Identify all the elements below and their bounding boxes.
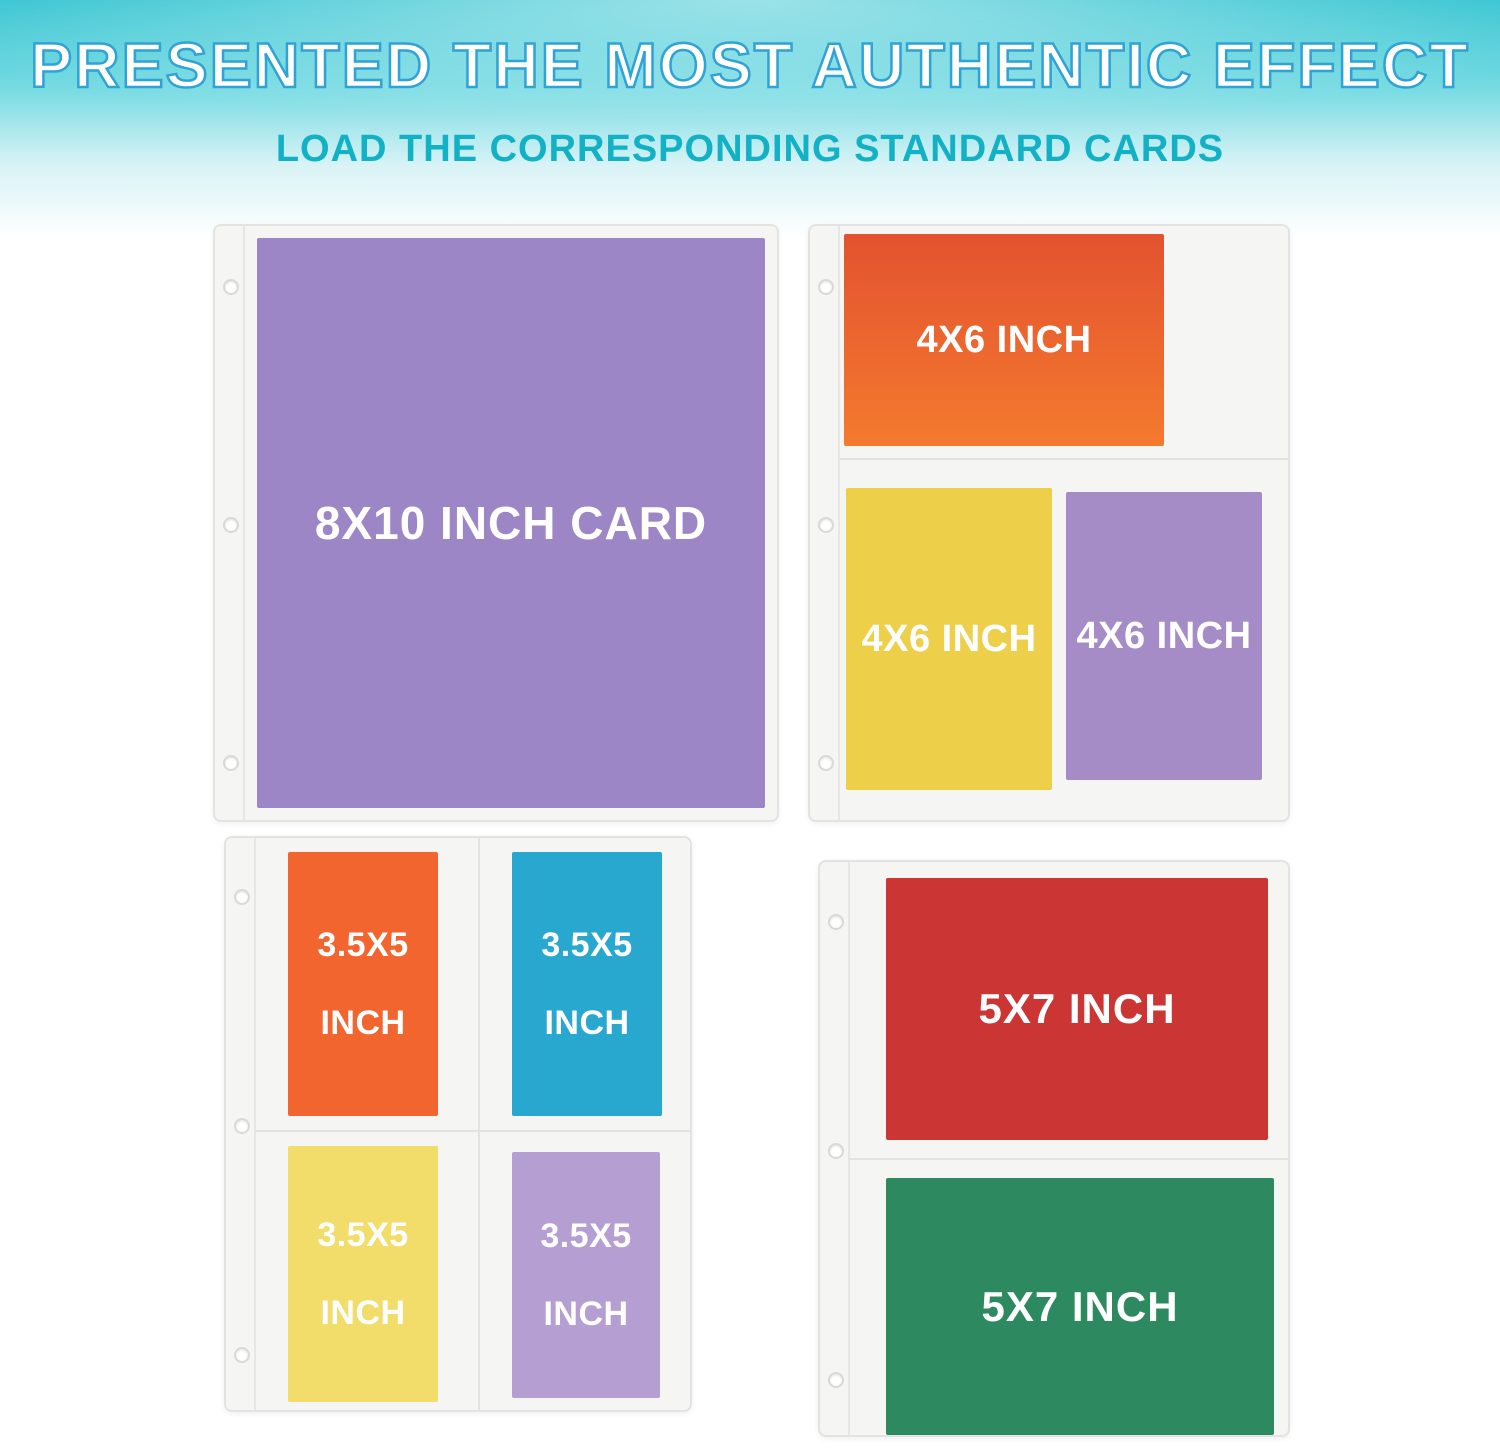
card-4x6-label: 4X6 INCH [861, 617, 1037, 660]
card-4x6-portrait-right: 4X6 INCH [1066, 492, 1262, 780]
card-8x10-label: 8X10 INCH CARD [314, 497, 708, 549]
pocket-seam [478, 838, 480, 1410]
binder-hole [818, 279, 834, 296]
pocket-seam [840, 458, 1288, 460]
binder-hole [234, 889, 250, 906]
card-3-5x5: 3.5X5 INCH [512, 1152, 660, 1398]
binder-spine [820, 862, 850, 1435]
binder-hole [223, 279, 239, 296]
binder-hole [818, 517, 834, 534]
sleeve-page-5x7: 5X7 INCH 5X7 INCH [818, 860, 1290, 1437]
card-5x7-label: 5X7 INCH [981, 1282, 1179, 1330]
binder-hole [828, 913, 844, 930]
binder-hole [234, 1118, 250, 1135]
card-5x7-bottom: 5X7 INCH [886, 1178, 1274, 1435]
sleeve-page-3-5x5: 3.5X5 INCH 3.5X5 INCH 3.5X5 INCH 3.5X5 I… [224, 836, 692, 1412]
card-3-5x5: 3.5X5 INCH [288, 1146, 438, 1402]
card-5x7-top: 5X7 INCH [886, 878, 1268, 1140]
sleeve-page-4x6: 4X6 INCH 4X6 INCH 4X6 INCH [808, 224, 1290, 822]
card-3-5x5-label: 3.5X5 INCH [541, 925, 633, 1042]
pocket-seam [256, 1130, 690, 1132]
pocket-seam [850, 1158, 1288, 1160]
card-8x10: 8X10 INCH CARD [257, 238, 765, 808]
sleeve-page-8x10: 8X10 INCH CARD [213, 224, 779, 822]
card-4x6-landscape: 4X6 INCH [844, 234, 1164, 446]
page-title: PRESENTED THE MOST AUTHENTIC EFFECT [29, 30, 1470, 103]
binder-spine [226, 838, 256, 1410]
card-4x6-label: 4X6 INCH [916, 318, 1092, 361]
binder-spine [810, 226, 840, 820]
card-3-5x5-label: 3.5X5 INCH [540, 1216, 632, 1333]
card-3-5x5-label: 3.5X5 INCH [317, 925, 409, 1042]
binder-hole [828, 1371, 844, 1388]
binder-hole [234, 1347, 250, 1364]
card-4x6-portrait-left: 4X6 INCH [846, 488, 1052, 790]
card-4x6-label: 4X6 INCH [1076, 614, 1252, 657]
binder-spine [215, 226, 245, 820]
page-subtitle: LOAD THE CORRESPONDING STANDARD CARDS [275, 128, 1225, 170]
binder-hole [223, 517, 239, 534]
card-5x7-label: 5X7 INCH [978, 985, 1176, 1032]
binder-hole [223, 754, 239, 771]
binder-hole [818, 754, 834, 771]
card-3-5x5-label: 3.5X5 INCH [317, 1215, 409, 1332]
card-3-5x5: 3.5X5 INCH [512, 852, 662, 1116]
binder-hole [828, 1142, 844, 1159]
card-3-5x5: 3.5X5 INCH [288, 852, 438, 1116]
